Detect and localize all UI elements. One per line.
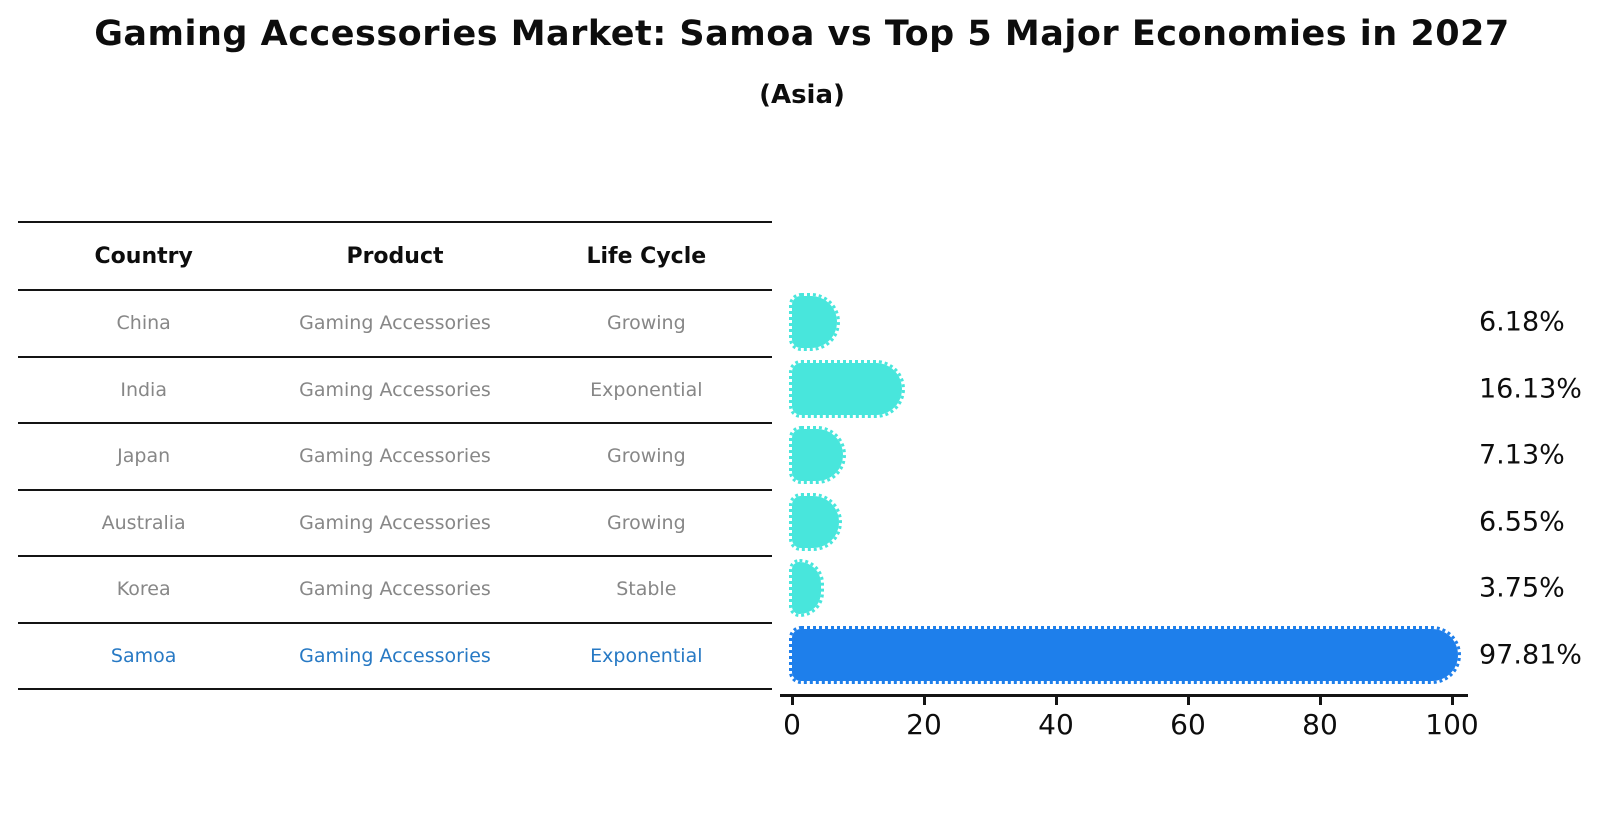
table-cell-life-cycle: Exponential xyxy=(590,378,703,401)
x-tick-label: 60 xyxy=(1170,708,1206,741)
value-label: 3.75% xyxy=(1479,572,1565,604)
table-header-row: Country Product Life Cycle xyxy=(18,223,772,291)
table-cell-country: India xyxy=(120,378,167,401)
chart-title: Gaming Accessories Market: Samoa vs Top … xyxy=(94,14,1510,54)
x-tick-mark xyxy=(790,696,794,705)
bar-india xyxy=(788,359,906,418)
x-tick-mark xyxy=(1450,696,1454,705)
table-cell-product: Gaming Accessories xyxy=(299,511,491,534)
table-cell-product: Gaming Accessories xyxy=(299,445,491,468)
table-cell-country: Samoa xyxy=(110,644,177,667)
table-cell-product: Gaming Accessories xyxy=(299,312,491,335)
value-label: 6.18% xyxy=(1479,306,1565,338)
x-tick-label: 80 xyxy=(1302,708,1338,741)
table-row: Samoa Gaming Accessories Exponential xyxy=(18,624,772,690)
bar-korea xyxy=(789,559,824,618)
table-header-product: Product xyxy=(346,243,444,269)
table-header-life-cycle: Life Cycle xyxy=(586,243,707,269)
bar-samoa xyxy=(789,625,1461,684)
x-tick-mark xyxy=(922,696,926,705)
table-cell-product: Gaming Accessories xyxy=(299,578,491,601)
table-cell-country: Australia xyxy=(101,511,186,534)
value-label: 6.55% xyxy=(1479,506,1565,538)
table-body: China Gaming Accessories Growing India Gamin… xyxy=(18,291,772,690)
x-tick-label: 0 xyxy=(783,708,801,741)
table-row: India Gaming Accessories Exponential xyxy=(18,358,772,424)
table-cell-product: Gaming Accessories xyxy=(299,378,491,401)
table-cell-life-cycle: Growing xyxy=(606,312,686,335)
table-row: Australia Gaming Accessories Growing xyxy=(18,491,772,557)
x-tick-mark xyxy=(1186,696,1190,705)
value-label: 97.81% xyxy=(1479,639,1582,671)
x-tick-label: 40 xyxy=(1038,708,1074,741)
bar-australia xyxy=(788,492,843,551)
comparison-table: Country Product Life Cycle China Gaming Acc… xyxy=(18,221,772,690)
table-cell-country: Japan xyxy=(117,445,171,468)
chart-subtitle: (Asia) xyxy=(759,80,845,110)
table-cell-product: Gaming Accessories xyxy=(299,644,491,667)
value-label: 16.13% xyxy=(1479,373,1582,405)
x-tick-label: 100 xyxy=(1425,708,1479,741)
x-tick-label: 20 xyxy=(906,708,942,741)
table-cell-life-cycle: Exponential xyxy=(590,644,703,667)
bar-china xyxy=(789,293,840,352)
table-cell-life-cycle: Growing xyxy=(606,445,686,468)
table-row: Korea Gaming Accessories Stable xyxy=(18,557,772,624)
x-tick-mark xyxy=(1318,696,1322,705)
table-header-country: Country xyxy=(94,243,193,269)
table-row: China Gaming Accessories Growing xyxy=(18,291,772,358)
table-row: Japan Gaming Accessories Growing xyxy=(18,424,772,491)
x-tick-mark xyxy=(1054,696,1058,705)
bar-japan xyxy=(788,426,847,485)
table-cell-country: Korea xyxy=(116,578,171,601)
value-label: 7.13% xyxy=(1479,439,1565,471)
table-cell-life-cycle: Stable xyxy=(616,578,677,601)
table-cell-country: China xyxy=(116,312,171,335)
table-cell-life-cycle: Growing xyxy=(606,511,686,534)
x-axis-line xyxy=(780,694,1468,697)
